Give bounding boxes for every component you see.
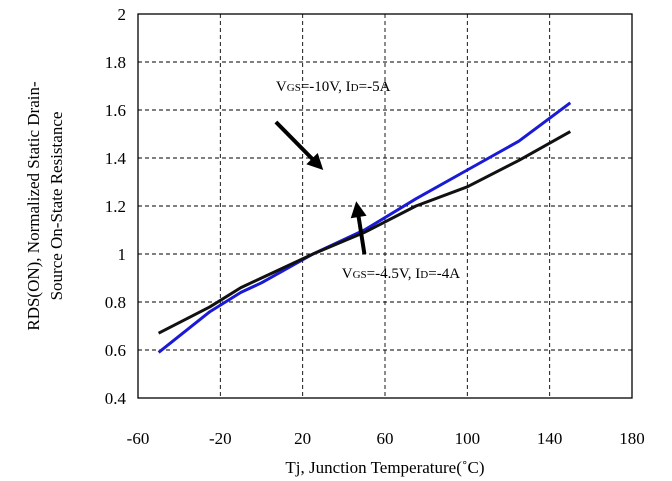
annotations: VGS=-10V, ID=-5A VGS=-4.5V, ID=-4A	[274, 79, 460, 282]
y-axis-label-line2: Source On-State Resistance	[47, 112, 66, 301]
x-tick-label: 140	[537, 429, 563, 448]
y-tick-label: 2	[118, 5, 127, 24]
y-tick-label: 1.2	[105, 197, 126, 216]
y-axis-label: RDS(ON), Normalized Static Drain- Source …	[24, 81, 66, 331]
x-axis-label: Tj, Junction Temperature(˚C)	[285, 458, 484, 477]
x-tick-label: -20	[209, 429, 232, 448]
plot-frame	[137, 13, 633, 399]
x-tick-label: 180	[619, 429, 645, 448]
annotation-arrowhead-1	[306, 152, 324, 170]
y-tick-label: 1.8	[105, 53, 126, 72]
series-line-2	[157, 130, 572, 335]
x-tick-label: 100	[455, 429, 481, 448]
y-tick-labels: 0.4 0.6 0.8 1 1.2 1.4 1.6 1.8 2	[105, 5, 127, 408]
x-tick-label: 60	[377, 429, 394, 448]
y-tick-label: 0.6	[105, 341, 126, 360]
grid-lines	[138, 14, 632, 398]
y-tick-label: 0.8	[105, 293, 126, 312]
annotation-label-1: VGS=-10V, ID=-5A	[276, 79, 391, 95]
y-tick-label: 1.6	[105, 101, 126, 120]
y-tick-label: 0.4	[105, 389, 127, 408]
y-tick-label: 1	[118, 245, 127, 264]
x-tick-label: -60	[127, 429, 150, 448]
x-tick-labels: -60 -20 20 60 100 140 180	[127, 429, 645, 448]
x-tick-label: 20	[294, 429, 311, 448]
annotation-label-2: VGS=-4.5V, ID=-4A	[342, 266, 460, 282]
y-tick-label: 1.4	[105, 149, 127, 168]
annotation-arrowhead-2	[350, 201, 367, 219]
annotation-arrow-1	[274, 120, 321, 168]
series-lines	[157, 101, 572, 354]
y-axis-label-line1: RDS(ON), Normalized Static Drain-	[24, 81, 43, 331]
